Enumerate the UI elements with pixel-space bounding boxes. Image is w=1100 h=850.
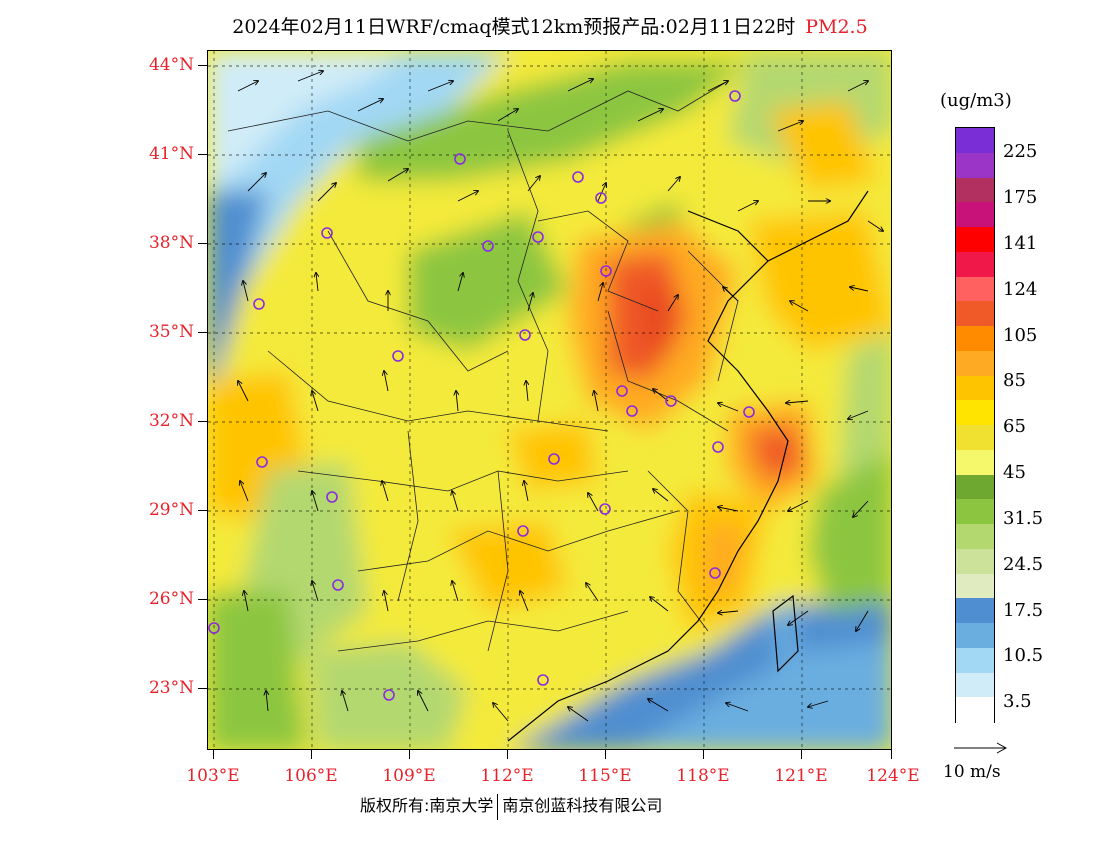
lon-label-124e: 124°E — [866, 766, 920, 786]
lat-label-26n: 26°N — [148, 589, 194, 609]
pm25-field — [208, 51, 891, 749]
legend-label: 124 — [1003, 279, 1038, 300]
legend-swatch — [956, 400, 994, 426]
legend-swatch — [956, 326, 994, 352]
legend-label: 175 — [1003, 187, 1038, 208]
copyright: 版权所有:南京大学 南京创蓝科技有限公司 — [360, 792, 662, 820]
legend-swatch — [956, 227, 994, 253]
legend-label: 3.5 — [1003, 691, 1032, 712]
lat-tick — [198, 243, 207, 244]
taiwan — [773, 596, 798, 671]
legend-label: 31.5 — [1003, 508, 1044, 529]
legend-swatch — [956, 573, 994, 599]
copyright-right: 南京创蓝科技有限公司 — [502, 796, 663, 815]
legend-swatch — [956, 350, 994, 376]
copyright-left: 版权所有:南京大学 — [360, 796, 494, 815]
lat-label-44n: 44°N — [148, 55, 194, 75]
wind-reference-label: 10 m/s — [943, 762, 1001, 782]
legend-label: 105 — [1003, 325, 1038, 346]
legend-swatch — [956, 524, 994, 550]
legend-swatch — [956, 425, 994, 451]
lon-tick — [213, 750, 214, 759]
lon-label-115e: 115°E — [578, 766, 632, 786]
lat-tick — [198, 510, 207, 511]
legend-swatch — [956, 301, 994, 327]
east-china-sea — [808, 452, 891, 611]
lat-tick — [198, 688, 207, 689]
lat-tick — [198, 332, 207, 333]
wind-vectors — [238, 71, 883, 722]
lon-label-121e: 121°E — [774, 766, 828, 786]
green-band-north — [358, 61, 748, 181]
city-markers — [208, 90, 755, 701]
lat-tick — [198, 421, 207, 422]
title-main: 2024年02月11日WRF/cmaq模式12km预报产品:02月11日22时 — [232, 16, 796, 38]
lon-tick — [801, 750, 802, 759]
lon-tick — [605, 750, 606, 759]
legend-swatch — [956, 128, 994, 154]
legend-label: 65 — [1003, 416, 1026, 437]
lon-label-118e: 118°E — [676, 766, 730, 786]
color-legend — [955, 127, 995, 723]
lon-label-103e: 103°E — [186, 766, 240, 786]
lon-tick — [891, 750, 892, 759]
pm25-forecast-map — [207, 50, 892, 750]
legend-swatch — [956, 375, 994, 401]
lat-label-38n: 38°N — [148, 233, 194, 253]
lon-tick — [507, 750, 508, 759]
legend-label: 225 — [1003, 141, 1038, 162]
legend-swatch — [956, 672, 994, 698]
legend-swatch — [956, 598, 994, 624]
legend-label: 85 — [1003, 370, 1026, 391]
lat-label-23n: 23°N — [148, 678, 194, 698]
legend-label: 24.5 — [1003, 554, 1044, 575]
legend-swatch — [956, 548, 994, 574]
lat-label-29n: 29°N — [148, 500, 194, 520]
coastline — [507, 190, 869, 742]
wind-reference-arrow — [954, 742, 1008, 754]
legend-swatch — [956, 449, 994, 475]
lat-tick — [198, 599, 207, 600]
lat-label-35n: 35°N — [148, 322, 194, 342]
legend-swatch — [956, 474, 994, 500]
lon-tick — [409, 750, 410, 759]
lat-tick — [198, 154, 207, 155]
chart-title: 2024年02月11日WRF/cmaq模式12km预报产品:02月11日22时 P… — [0, 12, 1100, 39]
title-pollutant: PM2.5 — [805, 16, 868, 38]
lon-label-112e: 112°E — [480, 766, 534, 786]
graticule — [208, 51, 891, 749]
lon-label-109e: 109°E — [382, 766, 436, 786]
legend-label: 17.5 — [1003, 600, 1044, 621]
legend-label: 141 — [1003, 233, 1038, 254]
legend-swatch — [956, 647, 994, 673]
lon-label-106e: 106°E — [284, 766, 338, 786]
legend-swatch — [956, 202, 994, 228]
legend-swatch — [956, 276, 994, 302]
copyright-separator — [497, 793, 499, 820]
lon-tick — [311, 750, 312, 759]
lat-label-41n: 41°N — [148, 144, 194, 164]
legend-label: 10.5 — [1003, 645, 1044, 666]
legend-unit: (ug/m3) — [940, 90, 1012, 111]
legend-swatch — [956, 623, 994, 649]
lat-tick — [198, 65, 207, 66]
legend-swatch — [956, 251, 994, 277]
legend-label: 45 — [1003, 462, 1026, 483]
legend-swatch — [956, 177, 994, 203]
legend-swatch — [956, 499, 994, 525]
lon-tick — [703, 750, 704, 759]
legend-swatch — [956, 697, 994, 723]
lat-label-32n: 32°N — [148, 411, 194, 431]
legend-swatch — [956, 152, 994, 178]
